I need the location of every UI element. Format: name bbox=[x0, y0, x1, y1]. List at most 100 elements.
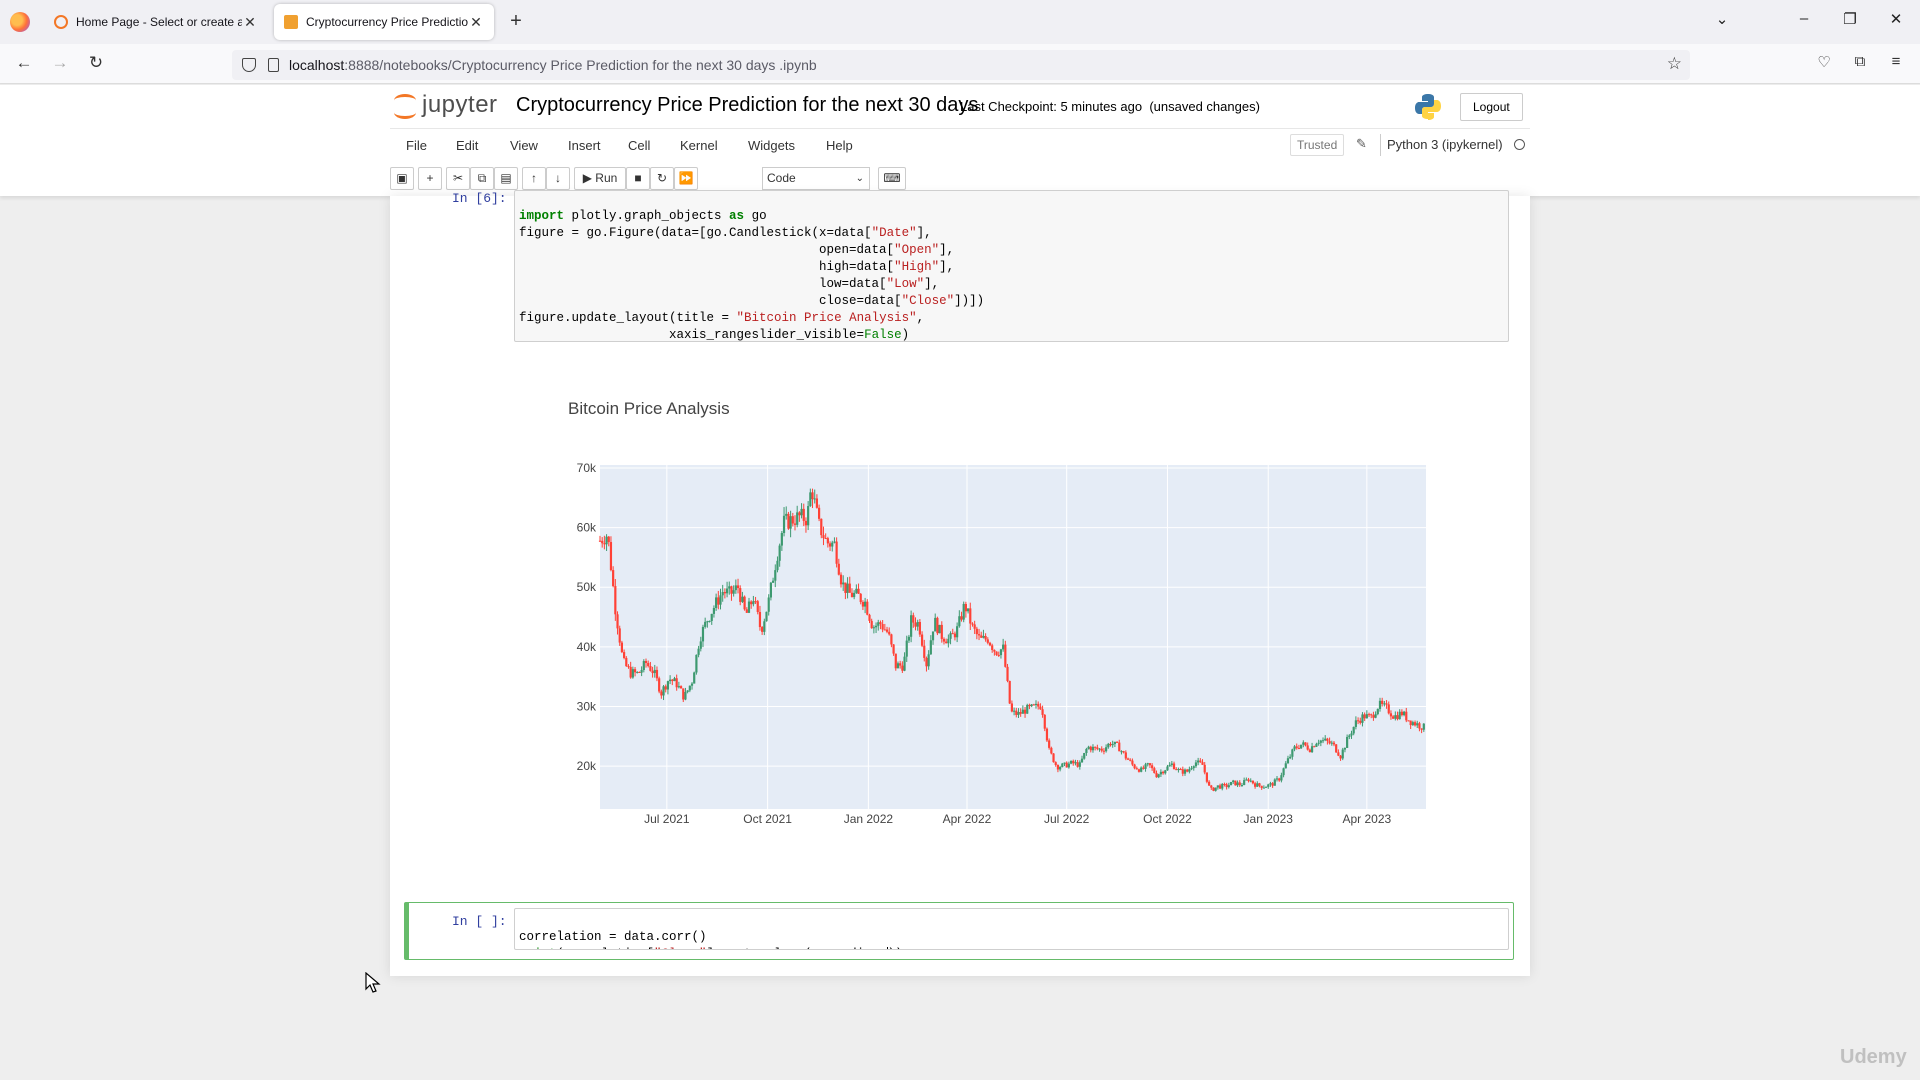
candle-body bbox=[993, 649, 996, 652]
candle-body bbox=[868, 614, 871, 621]
firefox-icon[interactable] bbox=[10, 12, 30, 32]
candle-body bbox=[1346, 736, 1349, 748]
notebook-title[interactable]: Cryptocurrency Price Prediction for the … bbox=[516, 94, 979, 116]
candle-body bbox=[1387, 704, 1390, 714]
candle-body bbox=[701, 626, 705, 642]
menu-cell[interactable]: Cell bbox=[628, 138, 651, 153]
candle-body bbox=[920, 634, 924, 646]
menu-icon[interactable]: ≡ bbox=[1891, 53, 1901, 70]
candle-body bbox=[789, 516, 792, 529]
x-tick-label: Apr 2023 bbox=[1342, 812, 1391, 826]
candlestick-chart[interactable]: Bitcoin Price Analysis 20k 30k 40k 50k 60k 70… bbox=[390, 196, 1530, 896]
candle-body bbox=[1420, 728, 1423, 730]
candle-body bbox=[620, 642, 624, 653]
shield-icon[interactable] bbox=[242, 58, 256, 72]
candle-body bbox=[1164, 770, 1167, 774]
list-tabs-icon[interactable]: ⌄ bbox=[1715, 11, 1729, 28]
logout-button[interactable]: Logout bbox=[1460, 93, 1523, 121]
candle-body bbox=[793, 523, 797, 525]
candle-body bbox=[1258, 783, 1261, 786]
tab-title: Cryptocurrency Price Predictio bbox=[306, 15, 468, 29]
code-line: correlation = data.corr() bbox=[519, 930, 707, 944]
tab-notebook[interactable]: Cryptocurrency Price Predictio ✕ bbox=[274, 4, 494, 40]
menu-file[interactable]: File bbox=[406, 138, 427, 153]
bookmark-star-icon[interactable]: ☆ bbox=[1666, 54, 1682, 73]
move-down-icon[interactable]: ↓ bbox=[546, 167, 570, 190]
pocket-icon[interactable]: ♡ bbox=[1817, 54, 1831, 71]
trusted-indicator[interactable]: Trusted bbox=[1290, 134, 1345, 156]
code-cell-input[interactable]: correlation = data.corr() print(correlati… bbox=[514, 908, 1509, 950]
candle-body bbox=[1133, 764, 1136, 769]
candle-body bbox=[1326, 738, 1329, 741]
insert-cell-icon[interactable]: + bbox=[418, 167, 442, 190]
paste-icon[interactable]: ▤ bbox=[494, 167, 518, 190]
restart-run-all-icon[interactable]: ⏩ bbox=[674, 167, 698, 190]
candle-body bbox=[1037, 703, 1040, 707]
move-up-icon[interactable]: ↑ bbox=[522, 167, 546, 190]
url-bar[interactable]: localhost:8888/notebooks/Cryptocurrency … bbox=[232, 50, 1690, 80]
new-tab-icon[interactable]: + bbox=[510, 10, 522, 32]
candle-body bbox=[1304, 742, 1307, 746]
candle-body bbox=[1251, 780, 1255, 784]
candle-body bbox=[785, 513, 788, 516]
candle-body bbox=[1229, 782, 1233, 786]
copy-icon[interactable]: ⧉ bbox=[470, 167, 494, 190]
candle-body bbox=[822, 535, 825, 539]
candle-body bbox=[837, 563, 840, 575]
interrupt-icon[interactable]: ■ bbox=[626, 167, 650, 190]
reload-icon[interactable]: ↻ bbox=[88, 53, 104, 72]
candle-body bbox=[1063, 762, 1066, 764]
candle-body bbox=[658, 678, 661, 692]
jupyter-orb-icon bbox=[394, 92, 416, 119]
menu-help[interactable]: Help bbox=[826, 138, 853, 153]
close-window-icon[interactable]: ✕ bbox=[1889, 11, 1903, 28]
menu-view[interactable]: View bbox=[510, 138, 538, 153]
code-cell-input[interactable]: import plotly.graph_objects as go figure … bbox=[514, 190, 1509, 342]
close-tab-icon[interactable]: ✕ bbox=[470, 13, 482, 30]
restore-icon[interactable]: ❐ bbox=[1843, 11, 1857, 28]
candle-body bbox=[651, 670, 654, 674]
minimize-icon[interactable]: – bbox=[1799, 10, 1809, 27]
candle-body bbox=[857, 588, 860, 594]
candle-body bbox=[1124, 752, 1127, 759]
candle-body bbox=[1028, 704, 1031, 707]
unsaved-text: (unsaved changes) bbox=[1149, 99, 1260, 114]
candle-body bbox=[1400, 711, 1403, 716]
x-tick-label: Oct 2021 bbox=[743, 812, 792, 826]
forward-icon[interactable]: → bbox=[51, 53, 69, 72]
menu-widgets[interactable]: Widgets bbox=[748, 138, 795, 153]
back-icon[interactable]: ← bbox=[15, 53, 33, 72]
kernel-name[interactable]: Python 3 (ipykernel) bbox=[1380, 134, 1503, 156]
candle-body bbox=[655, 669, 659, 679]
tab-home-page[interactable]: Home Page - Select or create a ✕ bbox=[44, 4, 268, 40]
candle-body bbox=[973, 624, 976, 629]
plot-area[interactable] bbox=[600, 465, 1426, 809]
save-icon[interactable]: ▣ bbox=[390, 167, 414, 190]
selected-cell[interactable] bbox=[404, 902, 1514, 960]
close-tab-icon[interactable]: ✕ bbox=[244, 13, 256, 30]
candle-body bbox=[1015, 710, 1018, 715]
menu-kernel[interactable]: Kernel bbox=[680, 138, 718, 153]
run-button[interactable]: ▶ Run bbox=[574, 167, 626, 190]
candle-body bbox=[931, 631, 935, 641]
cut-icon[interactable]: ✂ bbox=[446, 167, 470, 190]
candle-body bbox=[633, 669, 637, 673]
candle-body bbox=[736, 585, 740, 589]
keyboard-icon[interactable]: ⌨ bbox=[878, 167, 906, 190]
candle-body bbox=[1374, 714, 1377, 718]
checkpoint-text: Last Checkpoint: 5 minutes ago bbox=[960, 99, 1143, 114]
candle-body bbox=[1032, 704, 1035, 706]
candle-body bbox=[1091, 746, 1095, 751]
candle-body bbox=[815, 498, 819, 508]
candle-body bbox=[1262, 787, 1265, 789]
code-line: figure = go.Figure(data=[go.Candlestick(… bbox=[519, 226, 932, 240]
extensions-icon[interactable]: ⧉ bbox=[1854, 53, 1866, 70]
restart-icon[interactable]: ↻ bbox=[650, 167, 674, 190]
candle-body bbox=[1350, 733, 1353, 736]
candle-body bbox=[1148, 763, 1152, 766]
menu-edit[interactable]: Edit bbox=[456, 138, 479, 153]
candle-body bbox=[1367, 714, 1371, 716]
cell-type-select[interactable]: Code ⌄ bbox=[762, 167, 870, 190]
jupyter-logo[interactable]: jupyter bbox=[394, 91, 498, 119]
menu-insert[interactable]: Insert bbox=[568, 138, 601, 153]
